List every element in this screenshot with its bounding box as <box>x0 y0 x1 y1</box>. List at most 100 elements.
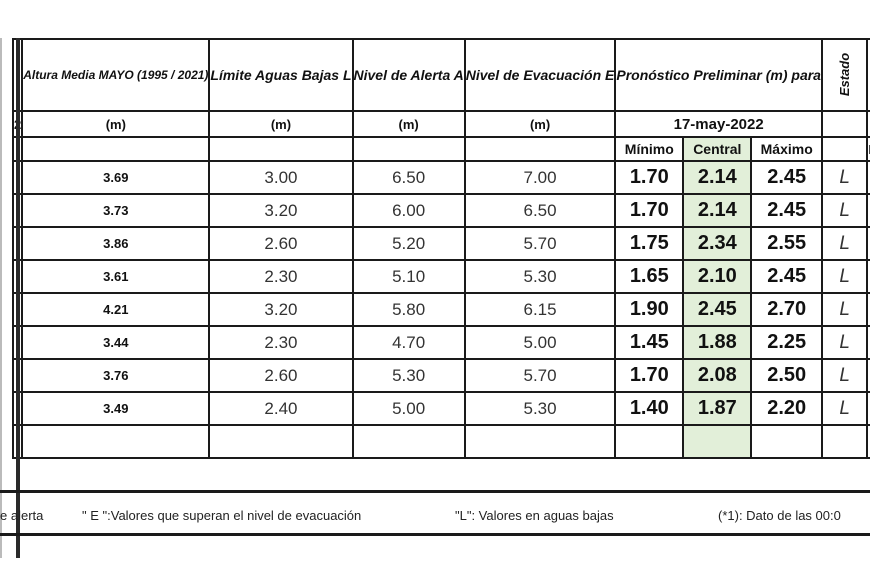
table-row: 3.76 2.60 5.30 5.70 1.70 2.08 2.50 L <box>11 358 870 393</box>
cell-altura-media: 3.86 <box>21 226 211 261</box>
cell-maximo: 2.45 <box>750 160 823 195</box>
cell-estado: L <box>820 391 869 426</box>
forecast-date: 17-may-2022 <box>614 110 823 138</box>
right-stub-cell <box>866 193 870 228</box>
cell-limite: 2.30 <box>208 259 354 294</box>
right-stub-cell <box>866 358 870 393</box>
header-altura-media: Altura Media MAYO (1995 / 2021) <box>21 38 211 112</box>
legend-evacuacion: " E ":Valores que superan el nivel de ev… <box>82 508 362 523</box>
sub-empty-2 <box>208 136 354 162</box>
subheader-row: Mínimo Central Máximo M <box>11 136 870 162</box>
cell-limite: 2.60 <box>208 226 354 261</box>
cell-minimo: 1.90 <box>614 292 685 327</box>
unit-limite: (m) <box>208 110 354 138</box>
cell-maximo: 2.45 <box>750 259 823 294</box>
header-estado-label: Estado <box>837 52 853 97</box>
sub-empty-4 <box>463 136 617 162</box>
right-stub-cell <box>866 391 870 426</box>
empty-cell <box>682 424 753 459</box>
empty-row <box>11 424 870 459</box>
subheader-maximo: Máximo <box>750 136 823 162</box>
estado-unit-cell <box>820 110 869 138</box>
cell-minimo: 1.65 <box>614 259 685 294</box>
legend-alerta: e alerta <box>0 508 44 523</box>
cell-central: 2.34 <box>682 226 753 261</box>
cell-estado: L <box>820 358 869 393</box>
cell-alerta: 4.70 <box>351 325 466 360</box>
cell-limite: 2.40 <box>208 391 354 426</box>
table-row: 3.73 3.20 6.00 6.50 1.70 2.14 2.45 L <box>11 193 870 228</box>
cell-altura-media: 3.49 <box>21 391 211 426</box>
forecast-table: Altura Media MAYO (1995 / 2021) Límite A… <box>11 38 870 459</box>
right-stub-unit <box>866 110 870 138</box>
cell-limite: 3.20 <box>208 193 354 228</box>
empty-cell <box>750 424 823 459</box>
sub-empty-estado <box>820 136 869 162</box>
right-stub-cell <box>866 160 870 195</box>
unit-alerta: (m) <box>351 110 466 138</box>
sub-empty-3 <box>351 136 466 162</box>
cell-minimo: 1.70 <box>614 160 685 195</box>
cell-evacuacion: 5.30 <box>463 391 617 426</box>
subheader-central: Central <box>682 136 753 162</box>
right-stub-header <box>866 38 870 112</box>
cell-alerta: 5.30 <box>351 358 466 393</box>
cell-limite: 3.20 <box>208 292 354 327</box>
cell-limite: 2.30 <box>208 325 354 360</box>
cell-central: 1.87 <box>682 391 753 426</box>
header-limite-aguas-bajas: Límite Aguas Bajas L <box>208 38 354 112</box>
cell-estado: L <box>820 160 869 195</box>
cell-altura-media: 4.21 <box>21 292 211 327</box>
cell-alerta: 5.00 <box>351 391 466 426</box>
header-nivel-alerta: Nivel de Alerta A <box>351 38 466 112</box>
header-row: Altura Media MAYO (1995 / 2021) Límite A… <box>11 38 870 112</box>
table-row: 3.44 2.30 4.70 5.00 1.45 1.88 2.25 L <box>11 325 870 360</box>
cell-altura-media: 3.73 <box>21 193 211 228</box>
cell-evacuacion: 6.15 <box>463 292 617 327</box>
cell-evacuacion: 5.30 <box>463 259 617 294</box>
header-pronostico: Pronóstico Preliminar (m) para <box>614 38 823 112</box>
cell-minimo: 1.70 <box>614 193 685 228</box>
empty-cell <box>463 424 617 459</box>
cell-evacuacion: 6.50 <box>463 193 617 228</box>
sub-empty-1 <box>21 136 211 162</box>
table-row: 3.69 3.00 6.50 7.00 1.70 2.14 2.45 L <box>11 160 870 195</box>
table-row: 3.61 2.30 5.10 5.30 1.65 2.10 2.45 L <box>11 259 870 294</box>
cell-alerta: 6.50 <box>351 160 466 195</box>
cell-maximo: 2.20 <box>750 391 823 426</box>
cell-estado: L <box>820 193 869 228</box>
right-stub-cell <box>866 292 870 327</box>
empty-cell <box>614 424 685 459</box>
cell-alerta: 5.20 <box>351 226 466 261</box>
empty-cell <box>351 424 466 459</box>
legend-nota: (*1): Dato de las 00:0 <box>718 508 841 523</box>
cell-maximo: 2.45 <box>750 193 823 228</box>
cell-altura-media: 3.44 <box>21 325 211 360</box>
right-stub-cell <box>866 226 870 261</box>
empty-cell <box>866 424 870 459</box>
empty-cell <box>820 424 869 459</box>
legend-aguas-bajas: "L": Valores en aguas bajas <box>455 508 614 523</box>
units-row: 2 (m) (m) (m) (m) 17-may-2022 <box>11 110 870 138</box>
cell-minimo: 1.75 <box>614 226 685 261</box>
cell-altura-media: 3.76 <box>21 358 211 393</box>
cell-altura-media: 3.69 <box>21 160 211 195</box>
cell-central: 1.88 <box>682 325 753 360</box>
unit-evacuacion: (m) <box>463 110 617 138</box>
table-row: 4.21 3.20 5.80 6.15 1.90 2.45 2.70 L <box>11 292 870 327</box>
cell-limite: 2.60 <box>208 358 354 393</box>
subheader-minimo: Mínimo <box>614 136 685 162</box>
cell-minimo: 1.40 <box>614 391 685 426</box>
cell-central: 2.10 <box>682 259 753 294</box>
cell-alerta: 5.10 <box>351 259 466 294</box>
right-stub-cell <box>866 259 870 294</box>
cell-alerta: 5.80 <box>351 292 466 327</box>
cell-evacuacion: 7.00 <box>463 160 617 195</box>
cell-minimo: 1.70 <box>614 358 685 393</box>
cell-estado: L <box>820 292 869 327</box>
cell-maximo: 2.50 <box>750 358 823 393</box>
cell-estado: L <box>820 325 869 360</box>
table-row: 3.86 2.60 5.20 5.70 1.75 2.34 2.55 L <box>11 226 870 261</box>
legend-bar: e alerta " E ":Valores que superan el ni… <box>0 490 870 536</box>
